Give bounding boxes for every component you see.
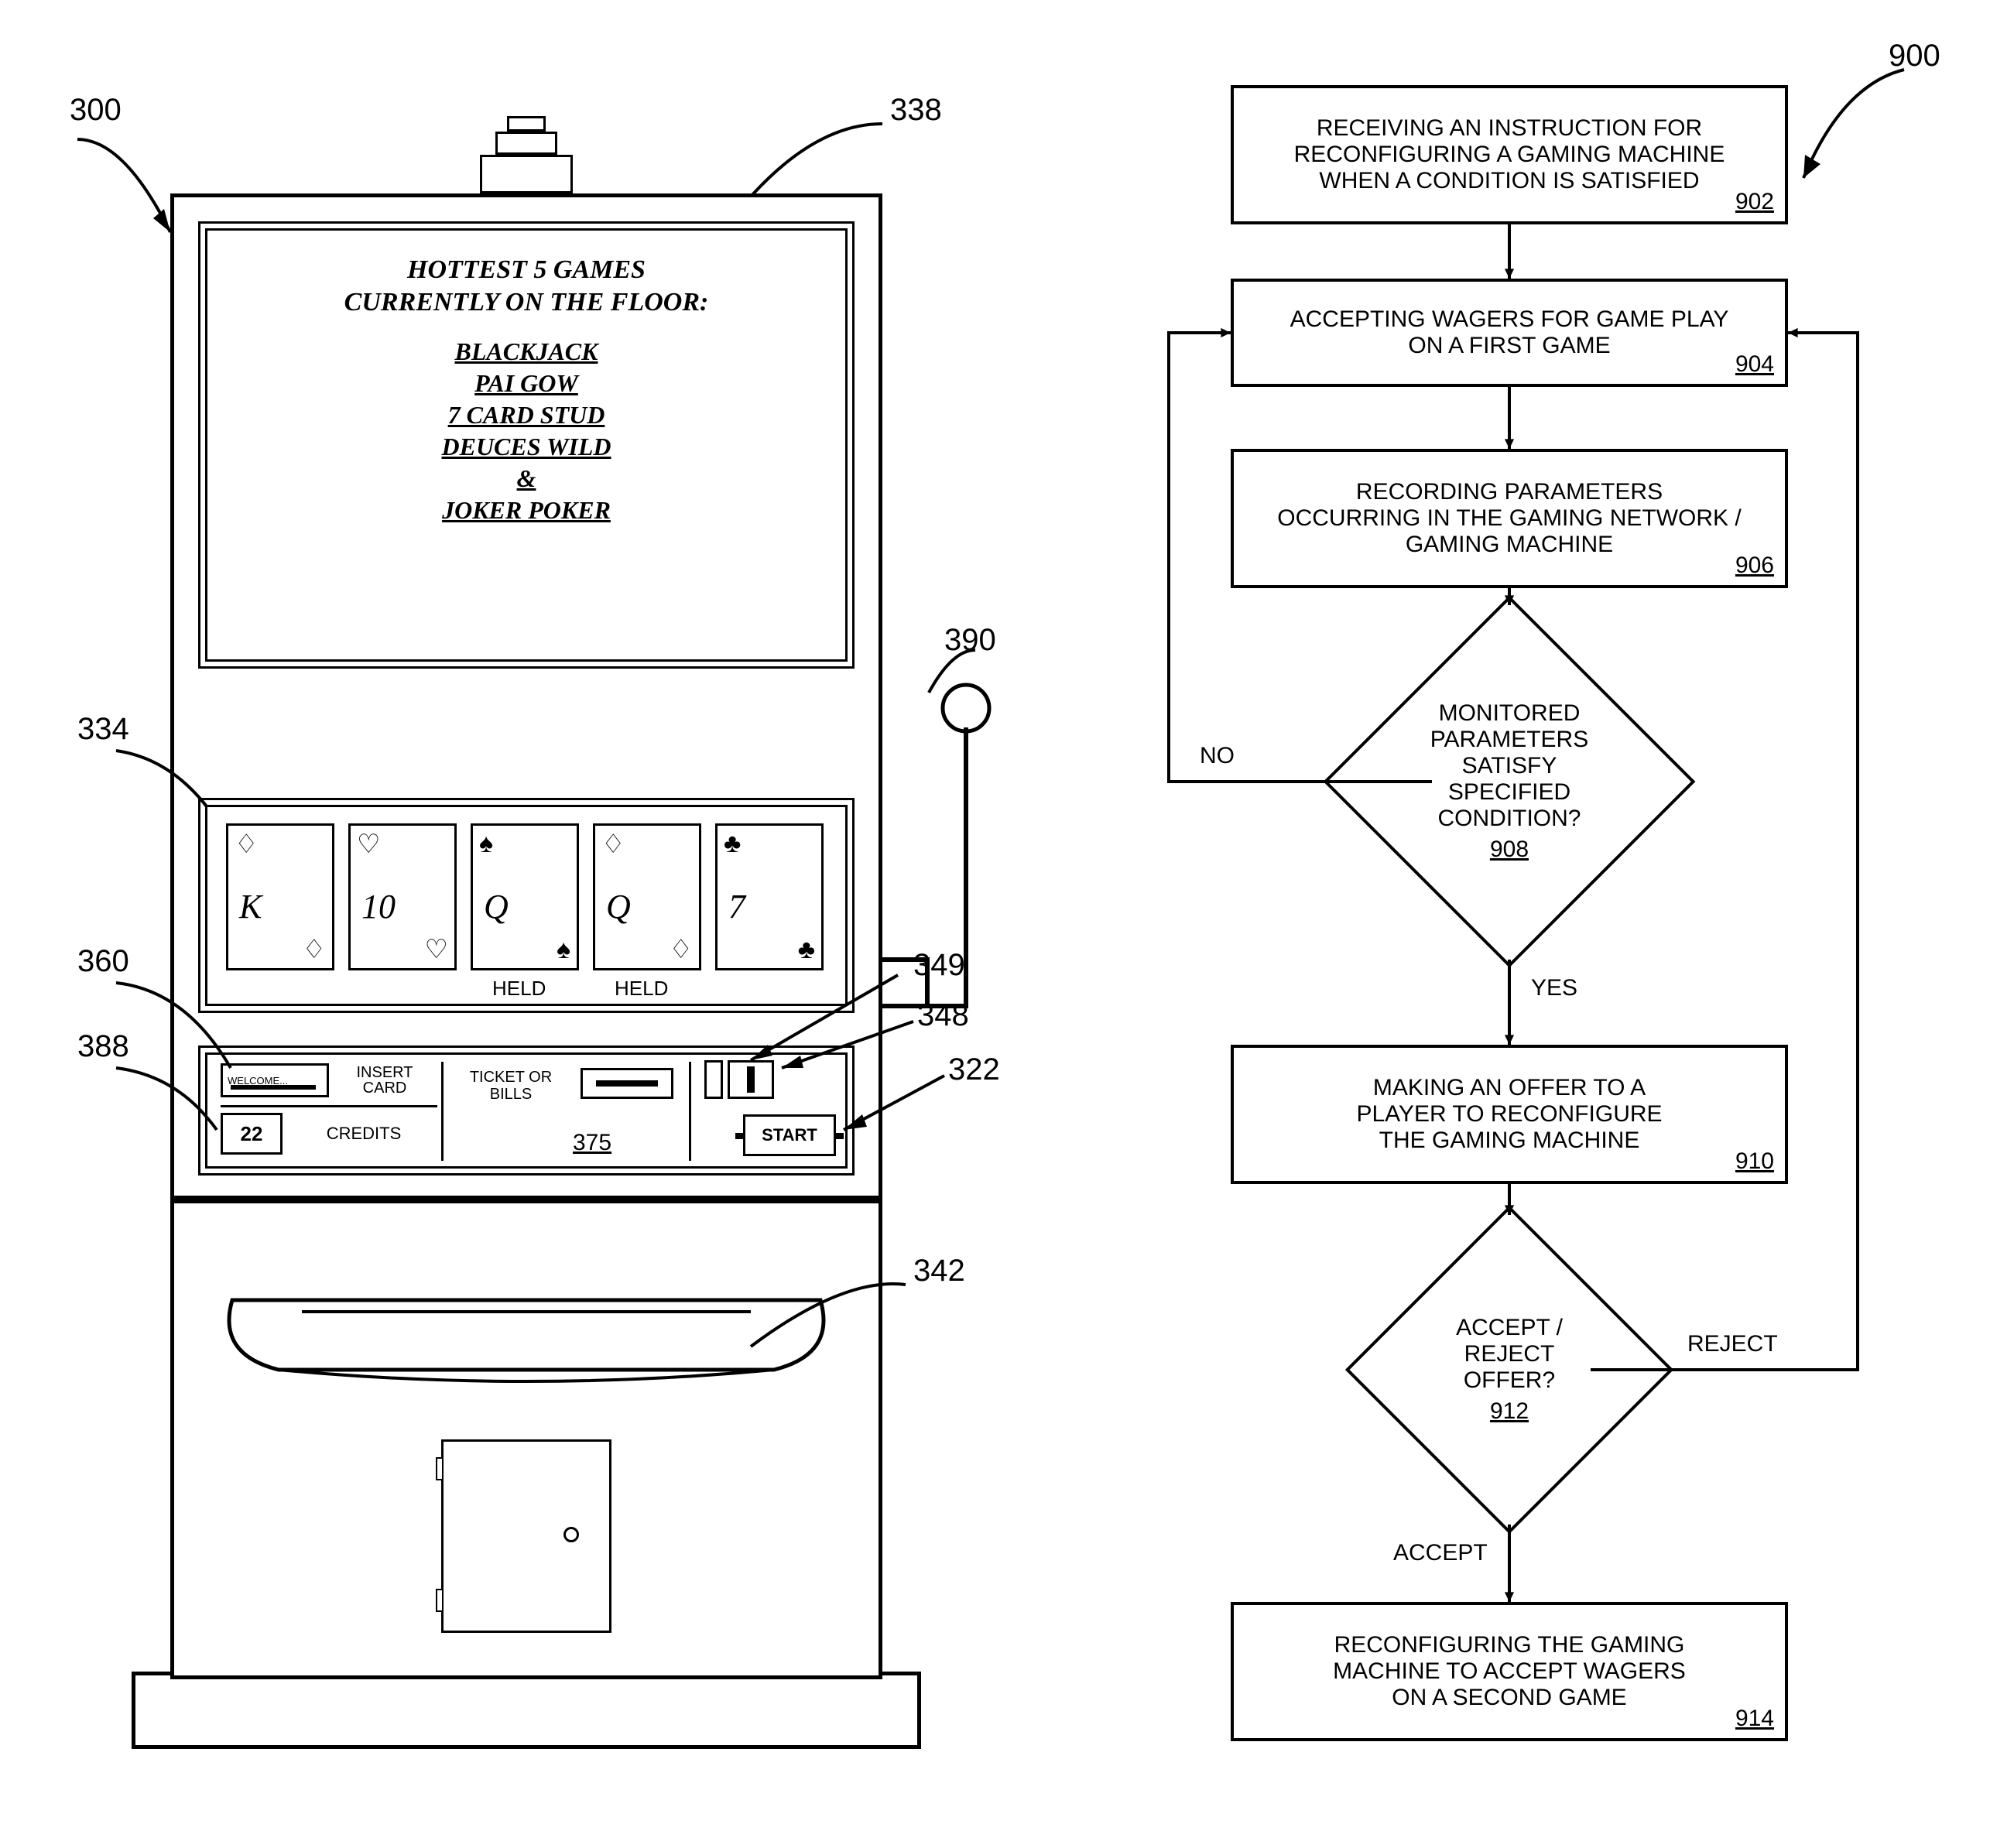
step-914: RECONFIGURING THE GAMINGMACHINE TO ACCEP… — [1231, 1602, 1788, 1741]
label-yes: YES — [1531, 975, 1577, 1001]
label-no: NO — [1200, 743, 1235, 769]
panel-divider-2 — [689, 1062, 691, 1161]
start-tick-left — [735, 1133, 743, 1139]
held-label-3: HELD — [492, 977, 546, 1001]
callout-arrow-342 — [735, 1269, 937, 1377]
upper-display: HOTTEST 5 GAMES CURRENTLY ON THE FLOOR: … — [205, 228, 848, 662]
callout-334: 334 — [77, 712, 129, 747]
label-accept: ACCEPT — [1393, 1540, 1488, 1566]
arrow-904-906 — [1494, 371, 1525, 464]
arrow-910-912 — [1494, 1169, 1525, 1230]
coin-slot-side — [704, 1060, 723, 1099]
start-button[interactable]: START — [743, 1114, 836, 1156]
step-902: RECEIVING AN INSTRUCTION FORRECONFIGURIN… — [1231, 85, 1788, 224]
callout-900: 900 — [1889, 39, 1940, 74]
cabinet-cap-3 — [507, 116, 546, 132]
callout-360: 360 — [77, 944, 129, 979]
callout-338: 338 — [890, 93, 942, 128]
game-1: BLACKJACK — [207, 337, 845, 366]
arrow-908-910 — [1494, 944, 1525, 1060]
cabinet-cap-1 — [480, 155, 573, 193]
game-4: DEUCES WILD — [207, 433, 845, 461]
playing-card-4[interactable]: ♢♢Q — [593, 823, 701, 970]
callout-349: 349 — [913, 948, 965, 983]
cabinet-door — [441, 1439, 611, 1633]
callout-arrow-322 — [836, 1060, 960, 1145]
screen-header-1: HOTTEST 5 GAMES — [207, 255, 845, 285]
arrow-906-908 — [1494, 573, 1525, 621]
playing-card-3[interactable]: ♠♠Q — [471, 823, 579, 970]
callout-322: 322 — [948, 1052, 1000, 1087]
game-2: PAI GOW — [207, 369, 845, 398]
playing-card-1[interactable]: ♢♢K — [226, 823, 334, 970]
credits-label: CREDITS — [294, 1113, 433, 1155]
ticket-label: TICKET OR BILLS — [449, 1063, 573, 1108]
callout-arrow-388 — [101, 1052, 240, 1145]
cabinet-cap-2 — [495, 132, 557, 155]
callout-300: 300 — [70, 93, 122, 128]
card-slot[interactable] — [231, 1085, 316, 1090]
callout-348: 348 — [917, 998, 969, 1033]
panel-divider-h — [221, 1105, 437, 1107]
callout-arrow-390 — [921, 642, 998, 704]
screen-header-2: CURRENTLY ON THE FLOOR: — [207, 288, 845, 317]
arrow-no-return — [1153, 317, 1362, 813]
arrow-912-914 — [1494, 1509, 1525, 1617]
arrow-902-904 — [1494, 209, 1525, 294]
insert-card-label: INSERT CARD — [334, 1063, 435, 1097]
arrow-reject-return — [1656, 317, 1889, 1401]
game-5: JOKER POKER — [207, 496, 845, 525]
game-amp: & — [207, 464, 845, 493]
bill-slot-frame[interactable] — [581, 1068, 673, 1099]
callout-arrow-900 — [1796, 62, 1935, 193]
cabinet-plinth — [132, 1672, 921, 1749]
panel-divider-1 — [441, 1062, 444, 1161]
playing-card-2[interactable]: ♡♡10 — [348, 823, 457, 970]
held-label-4: HELD — [615, 977, 668, 1001]
callout-388: 388 — [77, 1029, 129, 1064]
callout-342: 342 — [913, 1254, 965, 1288]
label-reject: REJECT — [1687, 1331, 1778, 1357]
game-3: 7 CARD STUD — [207, 401, 845, 429]
playing-card-5[interactable]: ♣♣7 — [715, 823, 824, 970]
callout-375: 375 — [573, 1130, 611, 1156]
